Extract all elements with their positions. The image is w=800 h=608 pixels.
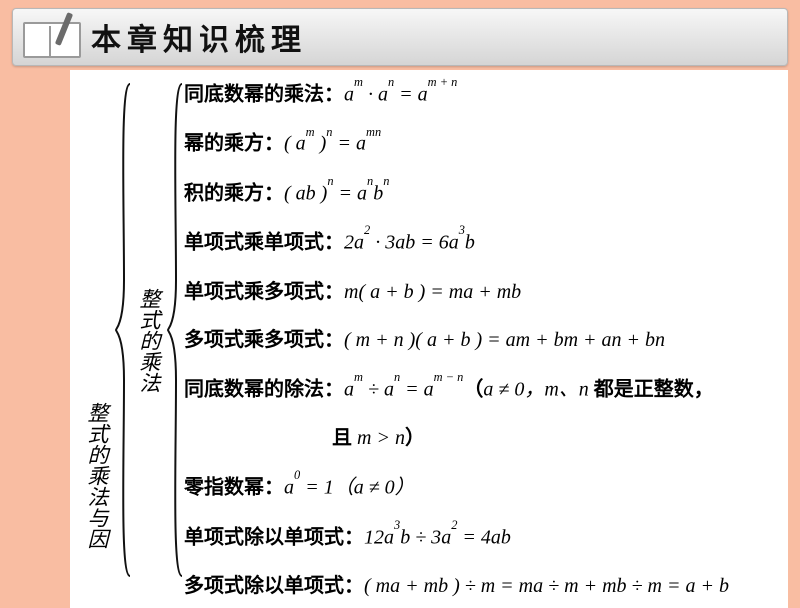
rule-power-of-power: 幂的乘方：( am )n = amn (184, 131, 772, 156)
rule-poly-div-mono: 多项式除以单项式：( ma + mb ) ÷ m = ma ÷ m + mb ÷… (184, 574, 772, 598)
rule-poly-times-poly: 多项式乘多项式：( m + n )( a + b ) = am + bm + a… (184, 328, 772, 352)
header-title: 本章知识梳理 (91, 15, 307, 59)
rules-list: 同底数幂的乘法：am · an = am + n 幂的乘方：( am )n = … (184, 80, 772, 600)
outer-vertical-label: 整式的乘法与因 (80, 350, 114, 600)
book-pen-icon (23, 14, 77, 60)
rule-label: 多项式乘多项式： (184, 329, 344, 351)
rule-same-base-div-cond: 且 m > n） (184, 426, 772, 450)
rule-label: 同底数幂的除法： (184, 379, 344, 401)
rule-mono-div-mono: 单项式除以单项式：12a3b ÷ 3a2 = 4ab (184, 525, 772, 550)
rule-label: 单项式乘多项式： (184, 281, 344, 303)
rule-label: 零指数幂： (184, 477, 284, 499)
rule-mono-times-poly: 单项式乘多项式：m( a + b ) = ma + mb (184, 280, 772, 304)
rule-same-base-div: 同底数幂的除法：am ÷ an = am − n（a ≠ 0，m、n 都是正整数… (184, 377, 772, 402)
rule-label: 单项式除以单项式： (184, 526, 364, 548)
content-panel: 整式的乘法与因 整式的乘法 同底数幂的乘法：am · an = am + n 幂… (70, 70, 788, 608)
rule-label: 积的乘方： (184, 182, 284, 204)
header-bar: 本章知识梳理 (12, 8, 788, 66)
rule-power-of-product: 积的乘方：( ab )n = anbn (184, 181, 772, 206)
outer-brace (114, 80, 132, 580)
rule-label: 幂的乘方： (184, 133, 284, 155)
rule-label: 同底数幂的乘法： (184, 84, 344, 106)
inner-vertical-label: 整式的乘法 (132, 80, 166, 600)
rule-label: 多项式除以单项式： (184, 575, 364, 597)
inner-brace (166, 80, 184, 580)
rule-label: 单项式乘单项式： (184, 232, 344, 254)
rule-same-base-mult: 同底数幂的乘法：am · an = am + n (184, 82, 772, 107)
rule-mono-times-mono: 单项式乘单项式：2a2 · 3ab = 6a3b (184, 230, 772, 255)
rule-zero-exponent: 零指数幂：a0 = 1（a ≠ 0） (184, 475, 772, 500)
